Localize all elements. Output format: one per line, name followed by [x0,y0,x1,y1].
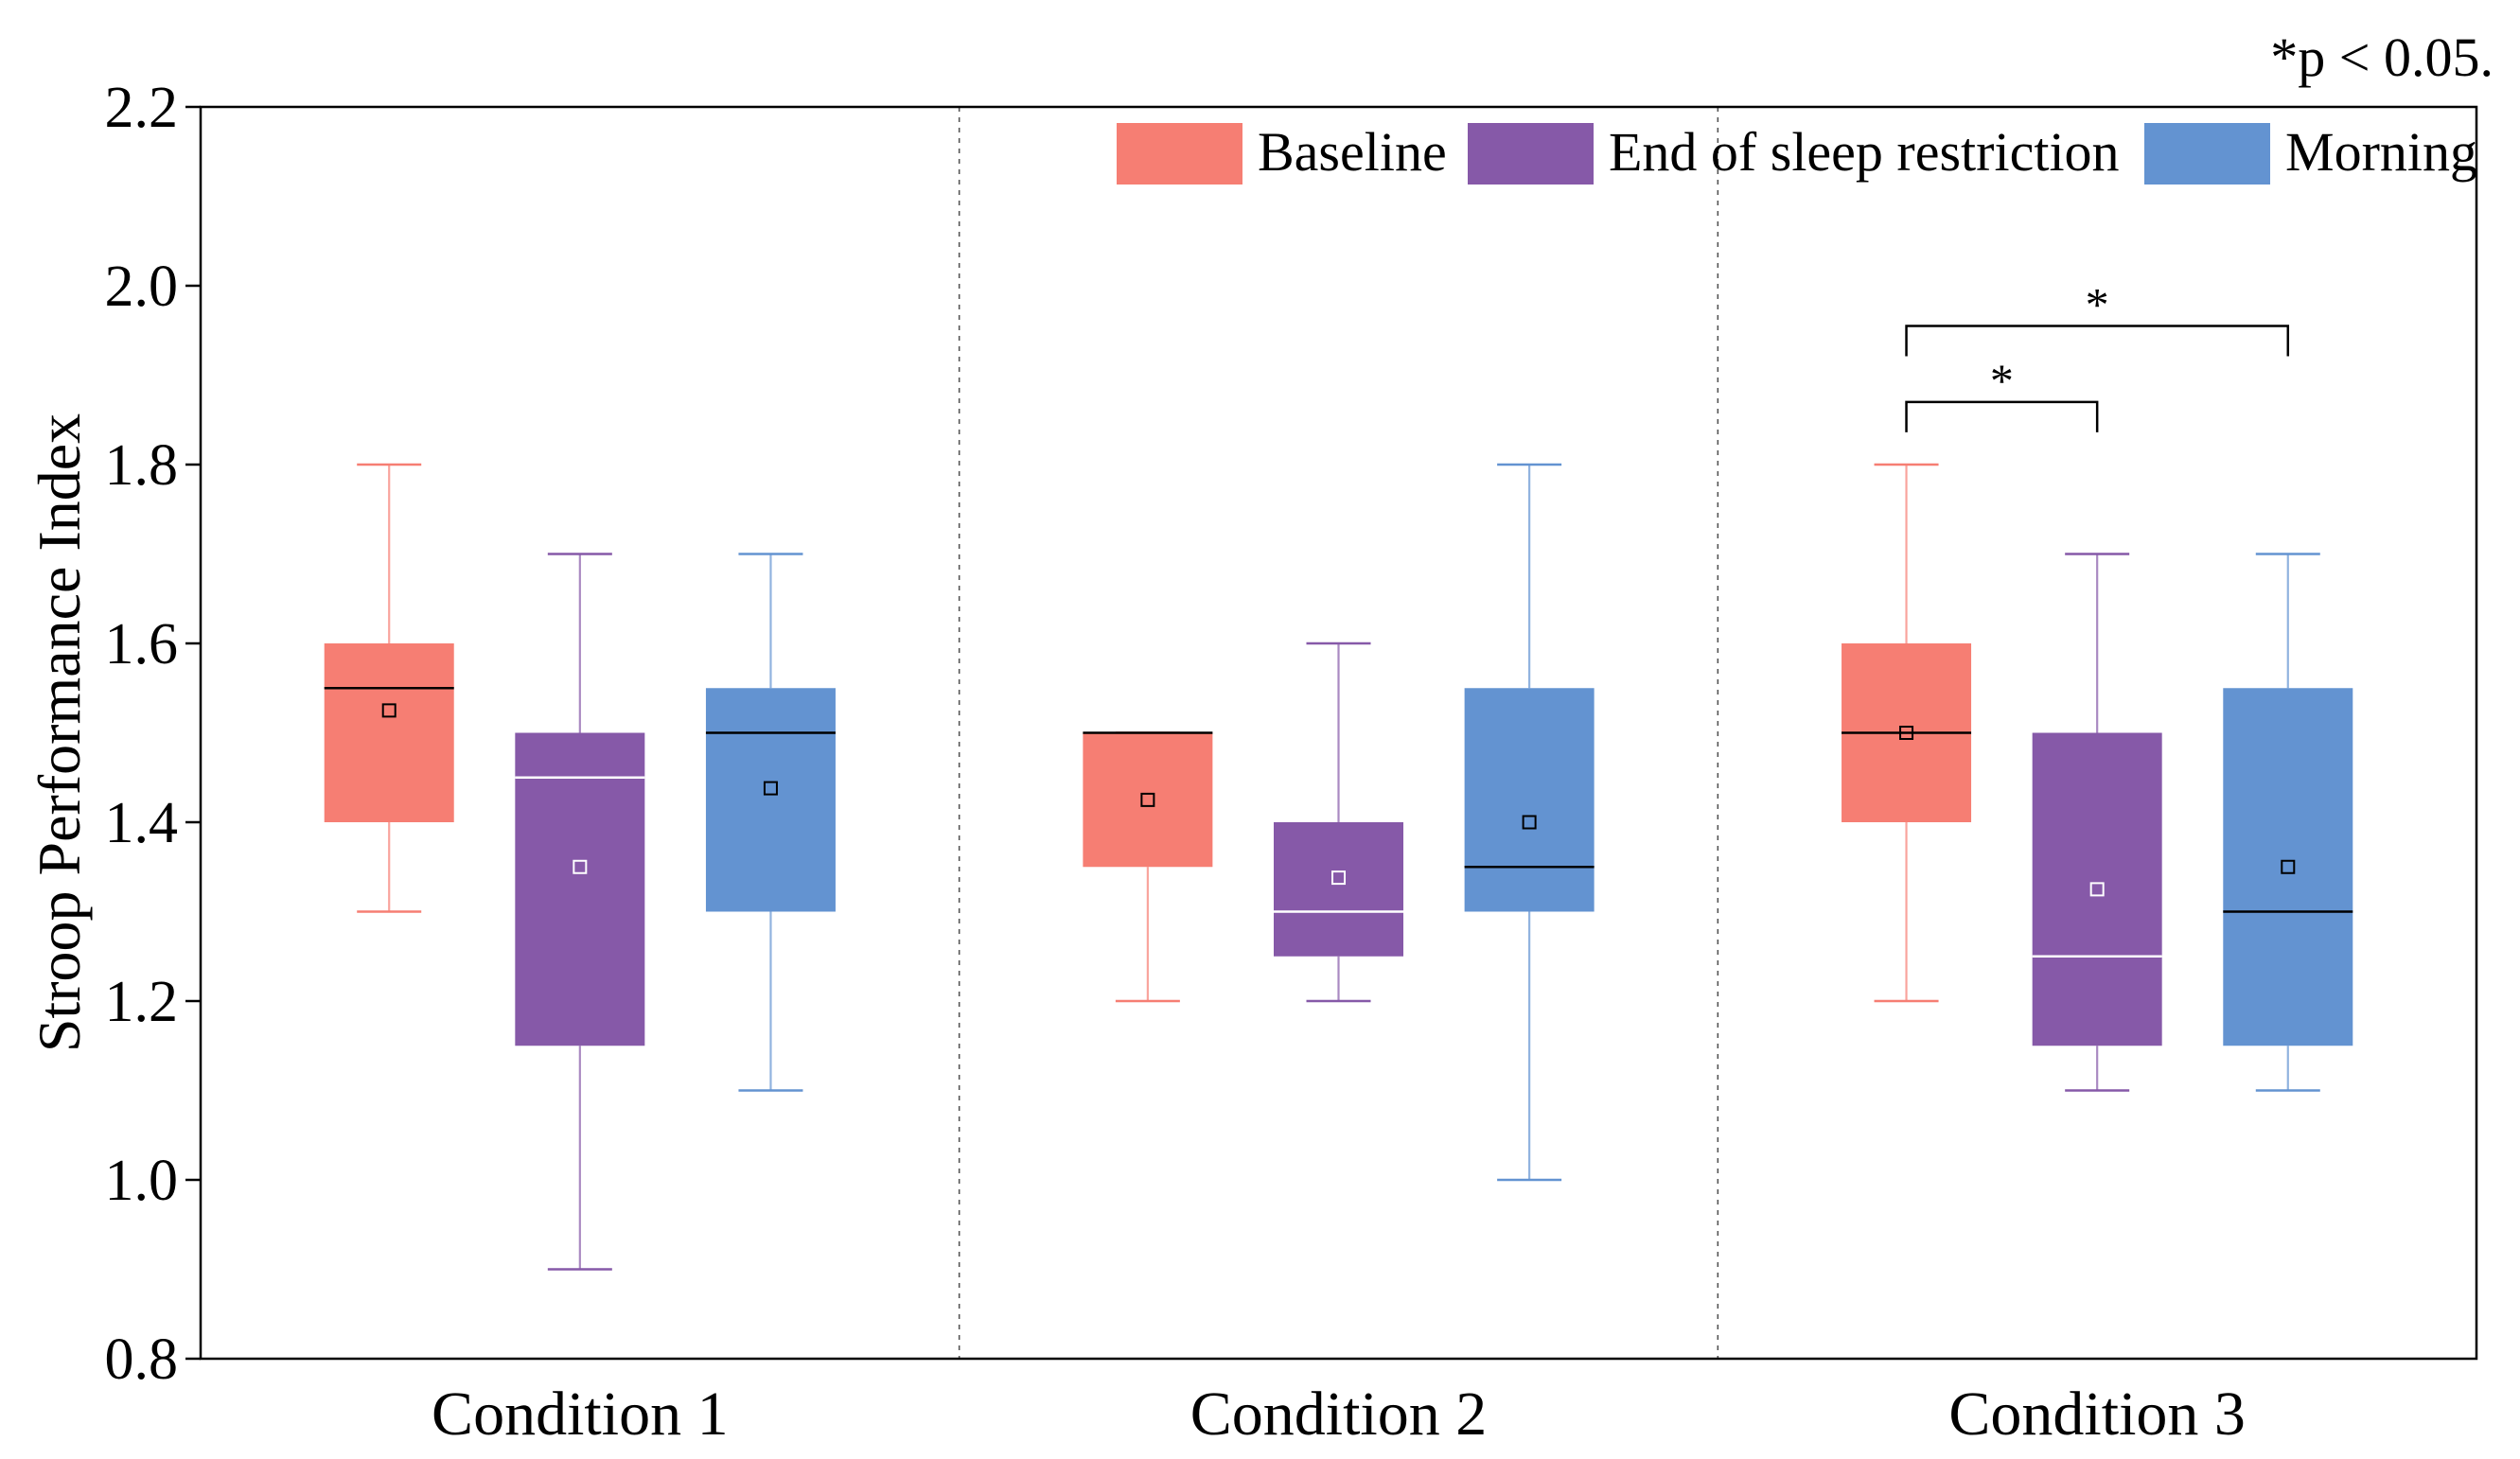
legend-label: Baseline [1258,121,1447,183]
y-tick-label: 1.4 [105,791,179,855]
y-axis-ticks: 0.8 1.0 1.2 1.4 1.6 1.8 2.0 2.2 [105,76,201,1392]
box-end-of-sleep-restriction [1274,642,1403,1003]
iqr-box [2223,688,2353,1046]
plot-frame [199,105,2478,1361]
box-end-of-sleep-restriction [515,553,645,1271]
y-axis-title: Stroop Performance Index [26,413,93,1052]
mean-marker [2281,859,2296,874]
box-morning [2223,553,2353,1092]
mean-marker [1522,815,1537,830]
y-tick-label: 1.2 [105,970,179,1034]
x-category-label: Condition 3 [1948,1380,2246,1449]
x-category-label: Condition 2 [1190,1380,1488,1449]
significance-star: * [2086,278,2109,331]
y-tick-label: 0.8 [105,1327,179,1392]
mean-marker [763,781,778,796]
significance-bracket [1905,400,2099,432]
x-axis-categories: Condition 1 Condition 2 Condition 3 [432,1380,2246,1449]
y-tick-label: 2.2 [105,76,179,140]
legend: Baseline End of sleep restriction Morning [1117,121,2477,185]
y-tick-label: 1.8 [105,433,179,498]
iqr-box [705,688,836,912]
legend-label: Morning [2285,121,2477,183]
iqr-box [1274,822,1403,957]
group-dividers [958,107,1719,1359]
iqr-box [515,732,645,1046]
legend-label: End of sleep restriction [1609,121,2120,183]
significance-brackets: ** [1905,278,2290,432]
box-baseline [1842,463,1972,1003]
significance-bracket [1905,325,2290,357]
iqr-box [1083,732,1213,868]
legend-swatch [1117,123,1242,185]
mean-marker [1140,792,1155,807]
box-morning [1464,463,1595,1182]
iqr-box [2032,732,2162,1046]
box-morning [705,553,836,1092]
legend-swatch [2144,123,2270,185]
iqr-box [324,643,454,822]
y-tick-label: 1.6 [105,612,179,677]
significance-star: * [1990,354,2014,407]
x-category-label: Condition 1 [432,1380,729,1449]
y-tick-label: 1.0 [105,1149,179,1213]
y-tick-label: 2.0 [105,255,179,319]
mean-marker [1899,726,1914,740]
legend-swatch [1468,123,1594,185]
box-series [324,463,2353,1271]
box-end-of-sleep-restriction [2032,553,2162,1092]
mean-marker [2089,882,2105,897]
iqr-box [1464,688,1595,912]
mean-marker [573,859,588,874]
box-baseline [324,463,454,913]
box-baseline [1083,731,1213,1003]
significance-note: *p < 0.05. [2270,26,2494,88]
mean-marker [1331,870,1346,886]
mean-marker [381,703,397,718]
